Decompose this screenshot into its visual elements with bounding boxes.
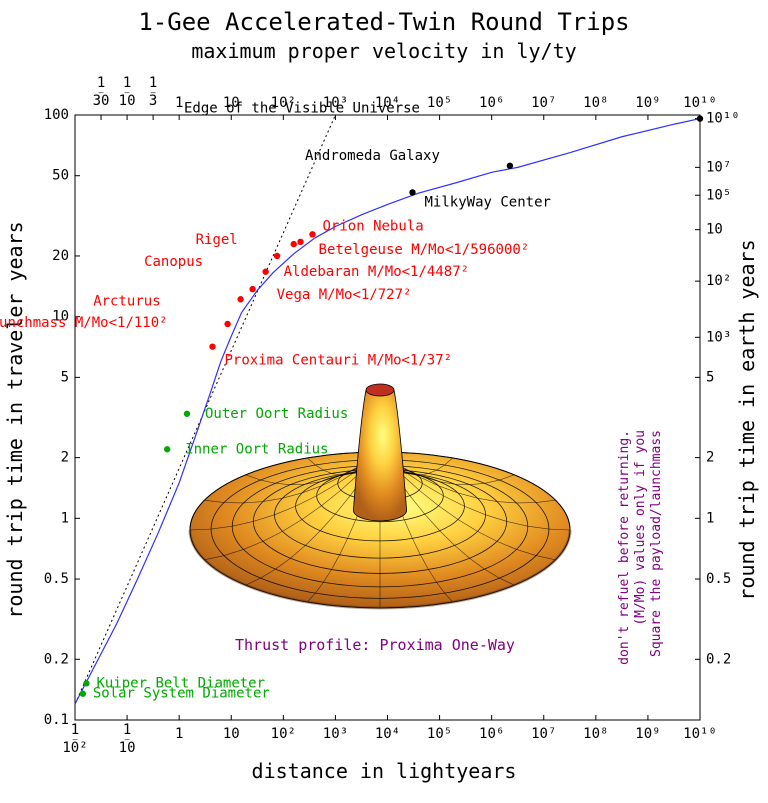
svg-text:10⁸: 10⁸ — [583, 726, 608, 742]
svg-text:100: 100 — [44, 107, 69, 123]
star-label: Rigel — [196, 232, 238, 248]
refuel-note: Square the payload/launchmass — [649, 430, 664, 657]
chart-title: 1-Gee Accelerated-Twin Round Trips — [138, 8, 629, 36]
svg-text:10⁵: 10⁵ — [427, 726, 452, 742]
star-label: Sirius payload/launchmass M/Mo<1/110² — [0, 315, 168, 331]
svg-text:10³: 10³ — [706, 329, 731, 345]
star-point — [262, 269, 268, 275]
star-point — [224, 321, 230, 327]
star-point — [309, 231, 315, 237]
far-point — [697, 115, 703, 121]
svg-text:5: 5 — [61, 369, 69, 385]
far-label: MilkyWay Center — [425, 194, 551, 210]
far-point — [409, 189, 415, 195]
svg-text:0.1: 0.1 — [44, 712, 69, 728]
svg-text:5: 5 — [706, 369, 714, 385]
svg-text:10¹⁰: 10¹⁰ — [683, 726, 717, 742]
svg-text:2: 2 — [706, 450, 714, 466]
bottom-axis-label: distance in lightyears — [252, 759, 517, 783]
svg-text:10⁶: 10⁶ — [479, 95, 504, 111]
svg-text:10⁹: 10⁹ — [635, 726, 660, 742]
top-axis-label: maximum proper velocity in ly/ty — [191, 39, 576, 63]
star-point — [209, 343, 215, 349]
svg-text:10⁷: 10⁷ — [531, 95, 556, 111]
star-label: Proxima Centauri M/Mo<1/37² — [225, 353, 453, 369]
refuel-note: (M/Mo) values only if you — [633, 430, 648, 626]
star-label: Orion Nebula — [323, 218, 424, 234]
near-point — [184, 411, 190, 417]
svg-text:10⁹: 10⁹ — [635, 95, 660, 111]
near-point — [83, 680, 89, 686]
left-axis-label: round trip time in traveler years — [3, 221, 27, 618]
near-point — [80, 691, 86, 697]
svg-text:1: 1 — [175, 95, 183, 111]
svg-text:10⁵: 10⁵ — [706, 187, 731, 203]
svg-text:1: 1 — [706, 510, 714, 526]
svg-text:1—3: 1—3 — [149, 75, 157, 109]
star-point — [291, 241, 297, 247]
svg-text:0.5: 0.5 — [44, 571, 69, 587]
near-label: Inner Oort Radius — [185, 441, 328, 457]
far-point — [507, 163, 513, 169]
near-label: Outer Oort Radius — [205, 406, 348, 422]
thrust-caption: Thrust profile: Proxima One-Way — [235, 636, 515, 654]
svg-text:1: 1 — [175, 726, 183, 742]
svg-text:10¹⁰: 10¹⁰ — [683, 95, 717, 111]
refuel-note: don't refuel before returning. — [617, 430, 632, 665]
star-label: Vega M/Mo<1/727² — [277, 287, 412, 303]
star-label: Canopus — [144, 254, 203, 270]
svg-text:0.2: 0.2 — [706, 651, 731, 667]
far-label: Edge of the Visible Universe — [184, 101, 420, 117]
svg-text:10⁶: 10⁶ — [479, 726, 504, 742]
svg-text:50: 50 — [52, 168, 69, 184]
svg-text:1—10: 1—10 — [119, 722, 136, 756]
near-label: Kuiper Belt Diameter — [96, 675, 265, 691]
svg-text:20: 20 — [52, 248, 69, 264]
star-label: Arcturus — [93, 293, 160, 309]
svg-text:10⁷: 10⁷ — [531, 726, 556, 742]
svg-text:10: 10 — [223, 726, 240, 742]
svg-text:1—10: 1—10 — [119, 75, 136, 109]
star-point — [237, 296, 243, 302]
star-point — [274, 253, 280, 259]
svg-text:10: 10 — [706, 222, 723, 238]
star-label: Aldebaran M/Mo<1/4487² — [284, 264, 469, 280]
svg-text:10⁴: 10⁴ — [375, 726, 400, 742]
svg-text:10¹⁰: 10¹⁰ — [706, 111, 740, 127]
star-point — [297, 239, 303, 245]
svg-text:0.2: 0.2 — [44, 651, 69, 667]
svg-text:1—30: 1—30 — [93, 75, 110, 109]
svg-text:10⁸: 10⁸ — [583, 95, 608, 111]
right-axis-label: round trip time in earth years — [735, 239, 759, 600]
twin-trip-chart: 1-Gee Accelerated-Twin Round Trips maximu… — [0, 0, 768, 803]
svg-text:1: 1 — [61, 510, 69, 526]
svg-text:10⁵: 10⁵ — [427, 95, 452, 111]
svg-text:10²: 10² — [706, 273, 731, 289]
svg-text:2: 2 — [61, 450, 69, 466]
star-label: Betelgeuse M/Mo<1/596000² — [319, 242, 530, 258]
near-point — [164, 446, 170, 452]
far-label: Andromeda Galaxy — [305, 148, 440, 164]
svg-text:0.5: 0.5 — [706, 571, 731, 587]
svg-text:10³: 10³ — [323, 726, 348, 742]
star-point — [249, 286, 255, 292]
svg-text:10⁷: 10⁷ — [706, 159, 731, 175]
svg-text:10²: 10² — [271, 726, 296, 742]
